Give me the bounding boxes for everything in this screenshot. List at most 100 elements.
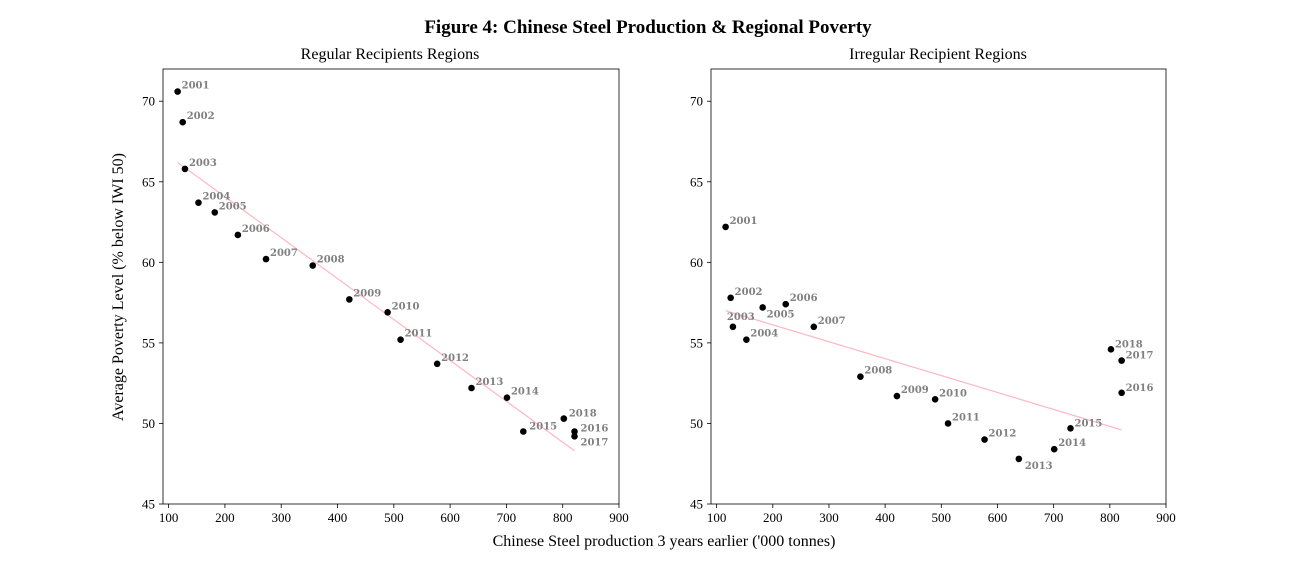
point-label: 2011 bbox=[405, 329, 433, 340]
right-panel: 100 200 300 400 500 600 700 800 900 45 50 55 60 65 70 2… bbox=[690, 68, 1176, 525]
y-tick-label: 55 bbox=[690, 335, 703, 350]
data-point bbox=[433, 360, 441, 368]
point-label: 2005 bbox=[767, 309, 795, 320]
x-tick-label: 100 bbox=[707, 510, 727, 525]
point-label: 2008 bbox=[317, 255, 345, 266]
data-point bbox=[722, 223, 729, 231]
x-tick-label: 100 bbox=[159, 510, 179, 525]
x-tick-label: 600 bbox=[440, 510, 460, 525]
x-tick-label: 800 bbox=[1100, 510, 1120, 525]
data-point bbox=[560, 415, 568, 422]
figure-title: Figure 4: Chinese Steel Production & Reg… bbox=[424, 17, 872, 38]
point-label: 2006 bbox=[790, 293, 818, 304]
x-tick-label: 500 bbox=[932, 510, 952, 525]
x-tick-label: 300 bbox=[819, 510, 839, 525]
data-point bbox=[195, 199, 202, 207]
data-point bbox=[571, 428, 578, 435]
data-point bbox=[309, 262, 317, 269]
y-tick-label: 65 bbox=[690, 174, 703, 189]
data-point bbox=[384, 308, 391, 316]
point-label: 2004 bbox=[202, 192, 230, 203]
data-point bbox=[729, 323, 737, 331]
data-point bbox=[743, 336, 750, 343]
point-label: 2003 bbox=[727, 312, 755, 323]
data-point bbox=[1015, 455, 1023, 463]
point-label: 2009 bbox=[901, 385, 929, 396]
point-label: 2018 bbox=[1115, 339, 1143, 350]
point-label: 2001 bbox=[730, 216, 758, 227]
point-label: 2007 bbox=[270, 248, 298, 259]
point-label: 2010 bbox=[939, 388, 967, 399]
x-tick-label: 200 bbox=[763, 510, 783, 525]
x-tick-label: 300 bbox=[271, 510, 291, 525]
left-panel: 100 200 300 400 500 600 700 800 900 45 50 55 60 65 70 2… bbox=[142, 68, 629, 525]
y-tick-label: 60 bbox=[142, 255, 155, 270]
data-point bbox=[346, 296, 353, 303]
data-point bbox=[179, 118, 187, 126]
x-tick-label: 800 bbox=[553, 510, 573, 525]
point-label: 2016 bbox=[581, 424, 609, 435]
y-tick-label: 50 bbox=[142, 416, 155, 431]
data-point bbox=[519, 428, 527, 435]
right-panel-title: Irregular Recipient Regions bbox=[849, 46, 1027, 63]
y-tick-label: 65 bbox=[142, 174, 155, 189]
data-point bbox=[857, 373, 864, 381]
point-label: 2008 bbox=[864, 366, 892, 377]
y-tick-label: 45 bbox=[142, 497, 155, 512]
point-label: 2001 bbox=[182, 81, 210, 92]
data-point bbox=[759, 304, 766, 311]
data-point bbox=[1067, 424, 1074, 432]
x-tick-label: 700 bbox=[497, 510, 517, 525]
x-tick-label: 500 bbox=[384, 510, 404, 525]
point-label: 2006 bbox=[242, 224, 270, 235]
right-plot-frame bbox=[710, 68, 1167, 505]
data-point bbox=[1118, 357, 1125, 364]
point-label: 2017 bbox=[581, 437, 609, 448]
point-label: 2015 bbox=[529, 422, 557, 433]
data-point bbox=[1050, 445, 1058, 453]
point-label: 2012 bbox=[989, 429, 1017, 440]
point-label: 2014 bbox=[511, 387, 539, 398]
x-tick-label: 200 bbox=[215, 510, 235, 525]
data-point bbox=[782, 300, 790, 308]
x-tick-label: 600 bbox=[988, 510, 1008, 525]
data-point bbox=[468, 384, 475, 392]
left-panel-title: Regular Recipients Regions bbox=[301, 46, 480, 63]
y-tick-label: 45 bbox=[690, 497, 703, 512]
point-label: 2005 bbox=[219, 201, 247, 212]
point-label: 2012 bbox=[441, 353, 469, 364]
point-label: 2002 bbox=[735, 287, 763, 298]
point-label: 2014 bbox=[1058, 438, 1086, 449]
data-point bbox=[1118, 389, 1125, 397]
data-point bbox=[211, 209, 219, 216]
x-tick-label: 900 bbox=[609, 510, 629, 525]
x-tick-label: 400 bbox=[328, 510, 348, 525]
data-point bbox=[893, 392, 901, 400]
trend-line bbox=[177, 161, 575, 452]
y-tick-label: 60 bbox=[690, 255, 703, 270]
data-point bbox=[944, 420, 952, 427]
point-label: 2018 bbox=[569, 409, 597, 420]
trend-line bbox=[725, 310, 1122, 431]
y-tick-label: 70 bbox=[690, 94, 703, 109]
point-label: 2009 bbox=[353, 288, 381, 299]
x-tick-label: 900 bbox=[1156, 510, 1176, 525]
data-point bbox=[1107, 346, 1115, 353]
point-label: 2002 bbox=[187, 111, 215, 122]
point-label: 2016 bbox=[1126, 383, 1154, 394]
data-point bbox=[174, 88, 181, 95]
data-point bbox=[262, 255, 270, 263]
left-plot-frame bbox=[162, 68, 620, 505]
data-point bbox=[571, 433, 578, 440]
data-point bbox=[931, 395, 939, 403]
y-tick-label: 50 bbox=[690, 416, 703, 431]
point-label: 2015 bbox=[1075, 418, 1103, 429]
point-label: 2004 bbox=[750, 329, 778, 340]
data-point bbox=[503, 394, 511, 401]
data-point bbox=[234, 231, 242, 239]
data-point bbox=[981, 436, 988, 443]
x-tick-label: 400 bbox=[875, 510, 895, 525]
y-tick-label: 55 bbox=[142, 335, 155, 350]
x-tick-label: 700 bbox=[1044, 510, 1064, 525]
